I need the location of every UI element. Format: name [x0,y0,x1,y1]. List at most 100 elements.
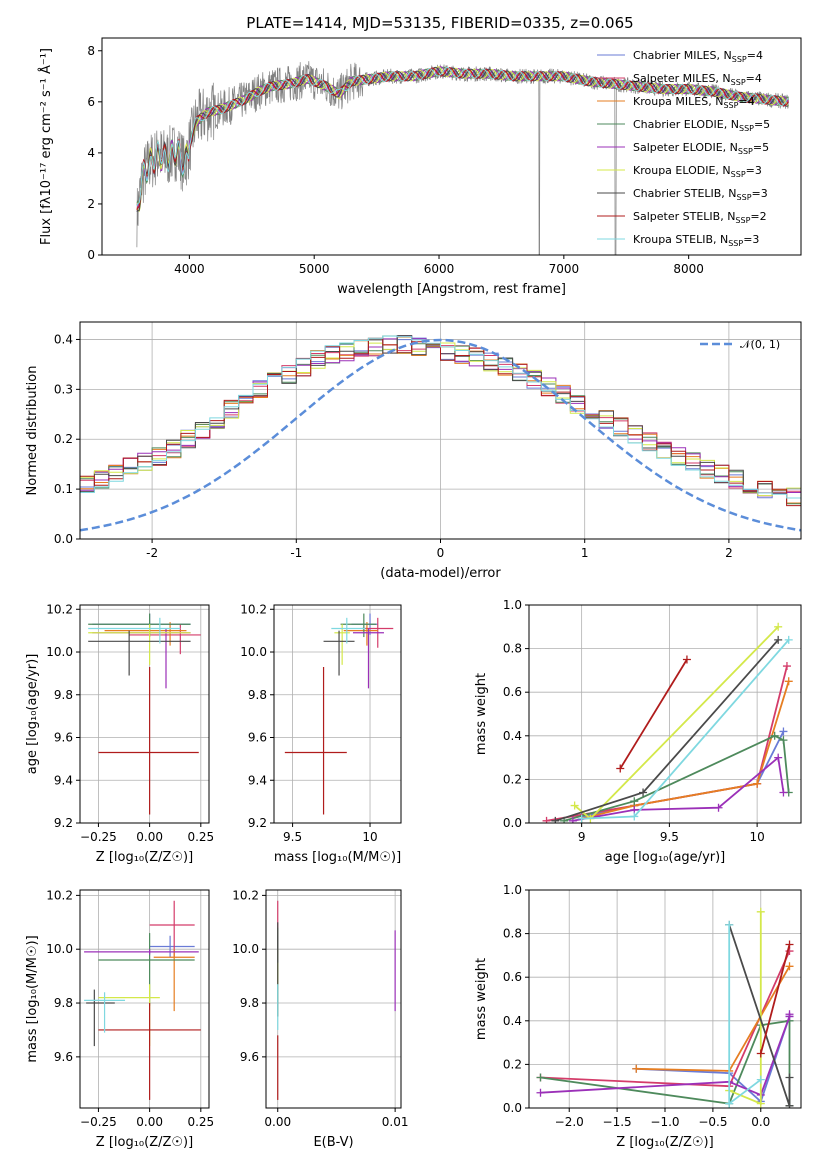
residuals-ytick-label: 0.2 [54,432,73,446]
spectrum-xlabel: wavelength [Angstrom, rest frame] [337,282,566,297]
mass-vs-Z-xtick-label: −0.25 [80,1115,117,1129]
weight-point [630,812,639,821]
weight-point [682,655,691,664]
age-vs-mass-xtick-label: 9.5 [283,830,302,844]
weight-point [756,1049,765,1058]
age-vs-mass-ytick-label: 9.2 [248,816,267,830]
weight-line [581,730,785,818]
age-vs-Z-ytick-label: 10.0 [46,645,73,659]
mass-vs-EBV-ytick-label: 10.2 [232,888,259,902]
age-vs-Z-xlabel: Z [log₁₀(Z/Z☉)] [96,850,193,865]
age-vs-Z-frame [79,604,210,824]
weight-vs-Z-xlabel: Z [log₁₀(Z/Z☉)] [616,1135,713,1150]
histogram-step [80,335,801,499]
histogram-step [80,335,801,500]
age-vs-Z-ytick-label: 9.6 [54,731,73,745]
age-vs-mass-ytick-label: 9.4 [248,773,267,787]
weight-point [714,803,723,812]
weight-point [616,764,625,773]
weight-vs-Z-ytick-label: 0.2 [503,1057,522,1071]
weight-line [581,681,790,820]
residuals-xtick-label: 1 [581,546,589,560]
mass-vs-EBV-panel: 0.00 0.01 9.6 9.8 10.0 10.2 E(B-V) [232,888,408,1150]
weight-point [774,622,783,631]
weight-point [779,788,788,797]
mass-vs-EBV-ytick-label: 9.8 [240,996,259,1010]
weight-line [546,665,788,822]
age-vs-mass-xtick-label: 10 [362,830,377,844]
age-vs-mass-ytick-label: 9.6 [248,731,267,745]
weight-vs-Z-ytick-label: 0.8 [503,927,522,941]
spectrum-model-line [136,66,789,212]
residuals-xtick-label: -1 [290,546,302,560]
age-vs-mass-frame [273,604,402,824]
weight-point [756,907,765,916]
figure-title: PLATE=1414, MJD=53135, FIBERID=0335, z=0… [246,14,633,32]
weight-vs-Z-xtick-label: 0.0 [751,1115,770,1129]
weight-vs-age-xtick-label: 10 [749,830,764,844]
residuals-plot-area [80,335,801,532]
histogram-step [80,337,801,499]
mass-vs-EBV-ytick-label: 10.0 [232,942,259,956]
weight-line [555,639,779,822]
weight-vs-Z-ylabel: mass weight [474,958,489,1040]
spectrum-plot-area [136,61,789,255]
weight-point [785,940,794,949]
weight-line [574,626,779,820]
age-vs-mass-panel: 9.5 10 9.2 9.4 9.6 9.8 10.0 10.2 mass [log₁₀(M/M… [240,602,402,865]
residuals-xtick-label: -2 [146,546,158,560]
weight-vs-Z-ytick-label: 1.0 [503,883,522,897]
spectrum-xtick-label: 7000 [549,262,580,276]
weight-point [725,1099,734,1108]
age-vs-mass-ytick-label: 10.0 [240,645,267,659]
weight-vs-age-xtick-label: 9 [578,830,586,844]
weight-vs-Z-xtick-label: −1.5 [603,1115,632,1129]
weight-point [536,1088,545,1097]
spectrum-ytick-label: 4 [87,146,95,160]
age-vs-mass-plot-area [284,613,394,815]
age-vs-Z-ytick-label: 9.4 [54,773,73,787]
mass-vs-Z-ylabel: mass [log₁₀(M/M☉)] [25,935,40,1062]
weight-point [782,662,791,671]
mass-vs-EBV-plot-area [277,900,396,1100]
mass-vs-Z-xtick-label: 0.25 [187,1115,214,1129]
mass-vs-Z-frame [79,889,210,1109]
weight-point [570,801,579,810]
spectrum-model-line [136,67,789,210]
spectrum-model-line [136,66,789,207]
age-vs-mass-xlabel: mass [log₁₀(M/M☉)] [274,850,401,865]
spectrum-model-line [136,67,789,211]
residuals-ytick-label: 0.4 [54,332,73,346]
weight-vs-age-ytick-label: 0.6 [503,685,522,699]
weight-vs-age-panel: 9 9.5 10 0.0 0.2 0.4 0.6 0.8 1.0 age [log₁₀(age/y… [474,598,802,865]
mass-vs-Z-ytick-label: 10.2 [46,888,73,902]
age-vs-Z-xtick-label: 0.00 [136,830,163,844]
spectrum-ytick-label: 0 [87,248,95,262]
histogram-step [80,336,801,504]
age-vs-Z-panel: −0.25 0.00 0.25 9.2 9.4 9.6 9.8 10.0 10.2 Z [log₁… [25,602,214,865]
weight-vs-age-ytick-label: 1.0 [503,598,522,612]
mass-vs-EBV-xlabel: E(B-V) [313,1135,353,1150]
weight-point [770,731,779,740]
residuals-ytick-label: 0.1 [54,482,73,496]
weight-point [753,779,762,788]
weight-point [725,920,734,929]
age-vs-mass-ytick-label: 10.2 [240,602,267,616]
spectrum-xtick-label: 8000 [673,262,704,276]
weight-point [536,1073,545,1082]
age-vs-Z-ytick-label: 9.8 [54,688,73,702]
spectrum-xtick-label: 4000 [174,262,205,276]
weight-vs-Z-xtick-label: −0.5 [698,1115,727,1129]
age-vs-Z-plot-area [88,613,201,815]
weight-vs-age-ytick-label: 0.8 [503,642,522,656]
residuals-xtick-label: 2 [725,546,733,560]
mass-vs-Z-plot-area [84,900,201,1100]
spectrum-data-line [136,61,789,255]
legend-entry: Chabrier MILES, NSSP=4 [633,49,763,64]
spectrum-ytick-label: 6 [87,95,95,109]
weight-point [785,1101,794,1108]
weight-point [785,1010,794,1019]
weight-line [728,924,791,1107]
mass-vs-EBV-xtick-label: 0.00 [264,1115,291,1129]
mass-vs-EBV-xtick-label: 0.01 [382,1115,409,1129]
